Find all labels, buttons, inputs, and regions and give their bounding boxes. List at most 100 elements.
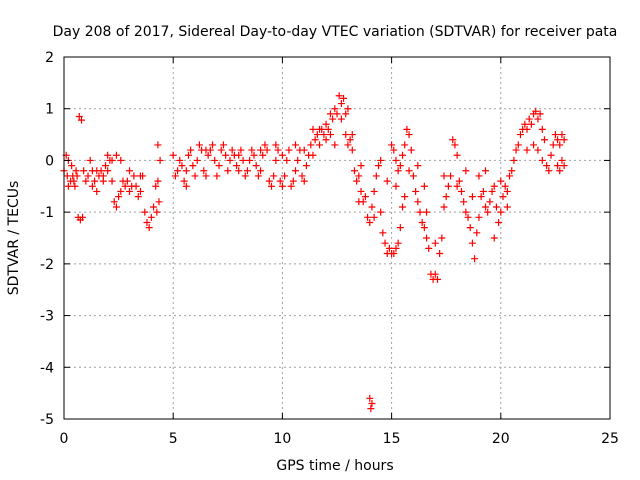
data-point bbox=[482, 203, 490, 211]
data-point bbox=[527, 120, 535, 128]
data-point bbox=[370, 213, 378, 221]
data-point bbox=[462, 167, 470, 175]
data-point bbox=[479, 187, 487, 195]
data-point bbox=[392, 244, 400, 252]
data-point bbox=[462, 208, 470, 216]
data-point bbox=[543, 162, 551, 170]
data-point bbox=[261, 141, 269, 149]
data-point bbox=[471, 255, 479, 263]
data-point bbox=[320, 131, 328, 139]
data-point bbox=[136, 172, 144, 180]
data-point bbox=[316, 125, 324, 133]
data-point bbox=[346, 136, 354, 144]
data-point bbox=[453, 151, 461, 159]
data-point bbox=[156, 156, 164, 164]
data-point bbox=[191, 172, 199, 180]
data-point bbox=[512, 146, 520, 154]
data-point bbox=[361, 193, 369, 201]
data-point bbox=[381, 239, 389, 247]
data-point bbox=[420, 224, 428, 232]
data-point bbox=[302, 162, 310, 170]
data-point bbox=[431, 270, 439, 278]
data-point bbox=[560, 162, 568, 170]
data-point bbox=[503, 203, 511, 211]
data-point bbox=[153, 208, 161, 216]
data-point bbox=[497, 208, 505, 216]
data-point bbox=[259, 151, 267, 159]
data-point bbox=[182, 182, 190, 190]
data-point bbox=[431, 239, 439, 247]
data-point bbox=[396, 162, 404, 170]
data-point bbox=[233, 162, 241, 170]
data-point bbox=[147, 213, 155, 221]
data-point bbox=[510, 156, 518, 164]
data-point bbox=[152, 182, 160, 190]
data-point bbox=[174, 167, 182, 175]
y-tick-label: 1 bbox=[45, 102, 54, 118]
data-point bbox=[388, 141, 396, 149]
chart-title: Day 208 of 2017, Sidereal Day-to-day VTE… bbox=[53, 24, 618, 40]
data-point bbox=[379, 229, 387, 237]
data-point bbox=[405, 131, 413, 139]
data-point bbox=[532, 107, 540, 115]
data-point bbox=[468, 239, 476, 247]
x-axis-label: GPS time / hours bbox=[276, 458, 393, 474]
data-point bbox=[335, 92, 343, 100]
data-point bbox=[545, 167, 553, 175]
data-point bbox=[475, 213, 483, 221]
data-point bbox=[307, 141, 315, 149]
data-point bbox=[440, 172, 448, 180]
data-point bbox=[322, 136, 330, 144]
data-point bbox=[331, 105, 339, 113]
data-point bbox=[451, 141, 459, 149]
data-point bbox=[401, 193, 409, 201]
data-point bbox=[178, 162, 186, 170]
data-point bbox=[309, 151, 317, 159]
data-point bbox=[250, 151, 258, 159]
data-point bbox=[283, 156, 291, 164]
data-point bbox=[460, 198, 468, 206]
data-point bbox=[104, 151, 112, 159]
data-point bbox=[374, 162, 382, 170]
data-point bbox=[333, 110, 341, 118]
data-point bbox=[370, 187, 378, 195]
data-point bbox=[322, 120, 330, 128]
data-point bbox=[182, 167, 190, 175]
data-series-sdtvar bbox=[60, 92, 568, 413]
data-point bbox=[239, 156, 247, 164]
data-point bbox=[416, 208, 424, 216]
data-point bbox=[204, 151, 212, 159]
data-point bbox=[414, 198, 422, 206]
data-point bbox=[101, 162, 109, 170]
y-axis-label: SDTVAR / TECUs bbox=[6, 181, 22, 296]
data-point bbox=[558, 131, 566, 139]
data-point bbox=[246, 156, 254, 164]
data-point bbox=[364, 213, 372, 221]
y-tick-label: -2 bbox=[40, 257, 54, 273]
data-point bbox=[316, 141, 324, 149]
data-point bbox=[399, 203, 407, 211]
x-tick-label: 10 bbox=[273, 431, 291, 447]
data-point bbox=[405, 167, 413, 175]
data-point bbox=[235, 167, 243, 175]
data-point bbox=[292, 167, 300, 175]
data-point bbox=[473, 229, 481, 237]
data-point bbox=[200, 167, 208, 175]
data-point bbox=[337, 100, 345, 108]
y-tick-label: -1 bbox=[40, 205, 54, 221]
data-point bbox=[538, 156, 546, 164]
data-point bbox=[211, 156, 219, 164]
data-point bbox=[292, 141, 300, 149]
data-point bbox=[270, 172, 278, 180]
data-point bbox=[226, 156, 234, 164]
data-point bbox=[86, 156, 94, 164]
data-point bbox=[464, 213, 472, 221]
y-tick-label: 0 bbox=[45, 153, 54, 169]
data-point bbox=[69, 172, 77, 180]
data-point bbox=[506, 172, 514, 180]
data-point bbox=[93, 167, 101, 175]
data-point bbox=[366, 218, 374, 226]
data-point bbox=[486, 198, 494, 206]
data-point bbox=[366, 394, 374, 402]
data-point bbox=[265, 177, 273, 185]
